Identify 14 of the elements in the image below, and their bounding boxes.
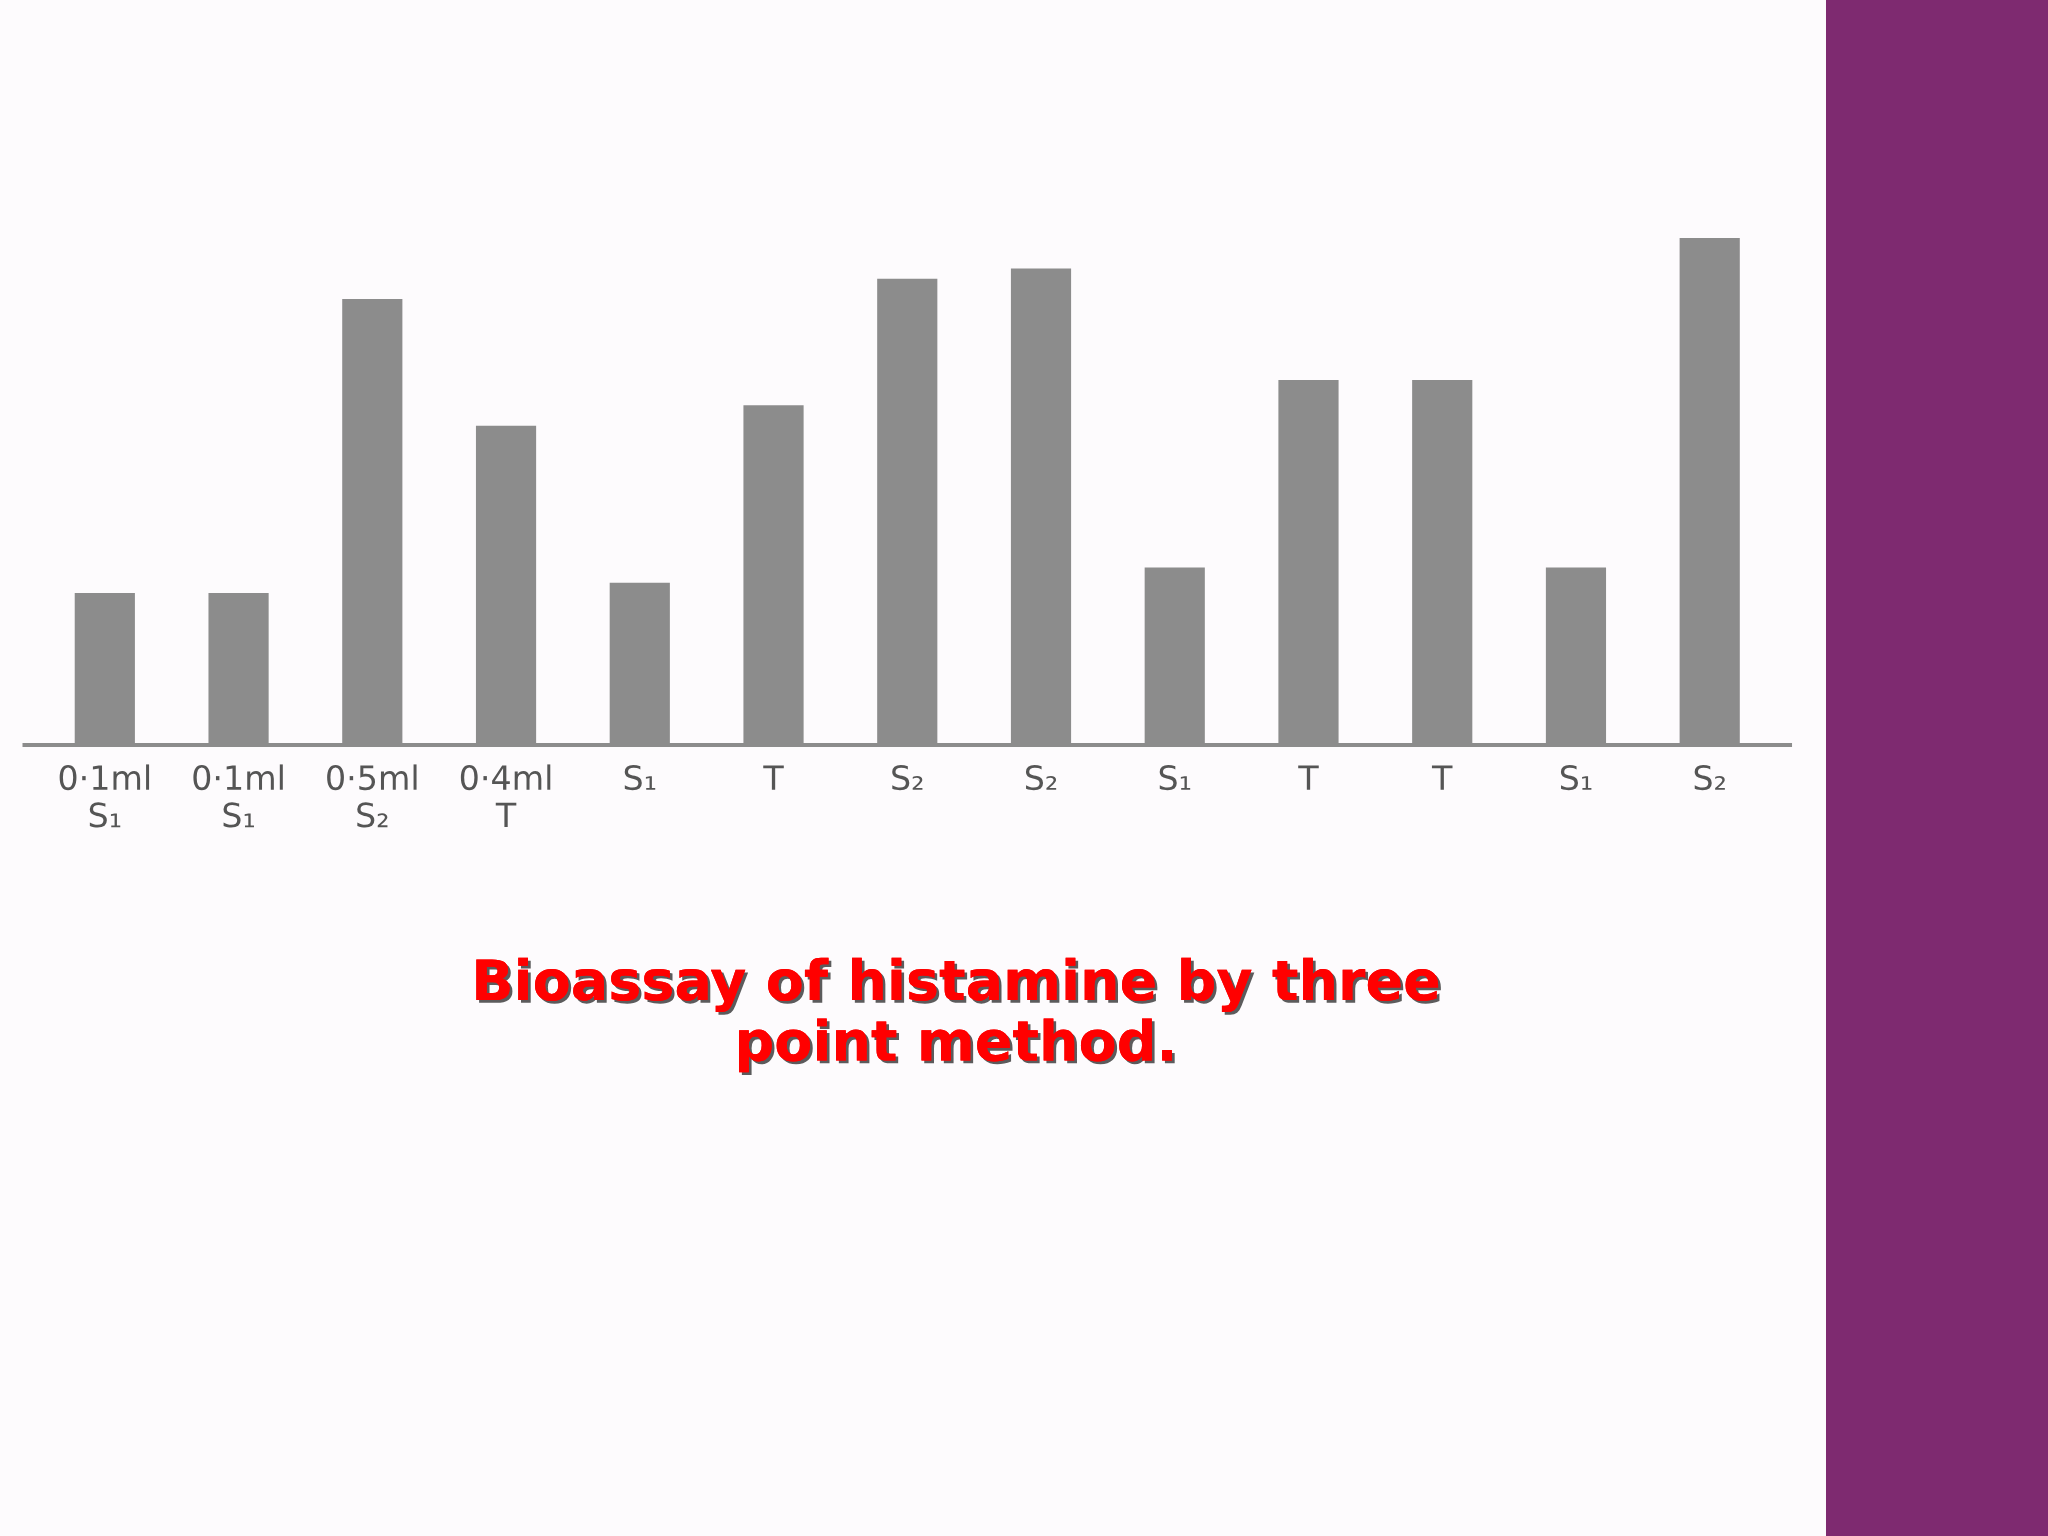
x-tick-label: 0·1ml S₁ <box>59 764 150 828</box>
text: Bioassay of histamine by three point method. <box>476 957 1441 1075</box>
x-tick-label: 0·5ml S₂ <box>327 764 417 828</box>
x-tick-label: S₂ <box>892 764 923 791</box>
x-tick-label: T <box>1431 765 1453 790</box>
x-tick-label: 0·1ml S₁ <box>193 764 283 828</box>
x-tick-label: S₁ <box>1159 764 1191 791</box>
x-tick-label: S₂ <box>1694 764 1725 791</box>
x-tick-label: T <box>763 765 784 790</box>
x-tick-label: S₁ <box>624 764 656 791</box>
x-tick-label: S₁ <box>1560 764 1592 791</box>
x-tick-label: 0·4ml T <box>460 764 551 828</box>
x-tick-label: T <box>1298 765 1319 790</box>
x-tick-label: S₂ <box>1025 764 1057 791</box>
